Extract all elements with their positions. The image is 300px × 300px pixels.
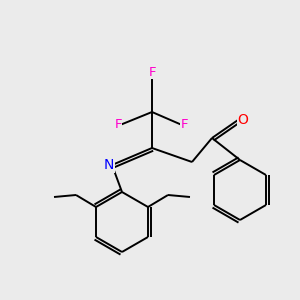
- Text: F: F: [148, 65, 156, 79]
- Text: F: F: [114, 118, 122, 131]
- Text: N: N: [104, 158, 114, 172]
- Text: F: F: [180, 118, 188, 131]
- Text: O: O: [238, 113, 248, 127]
